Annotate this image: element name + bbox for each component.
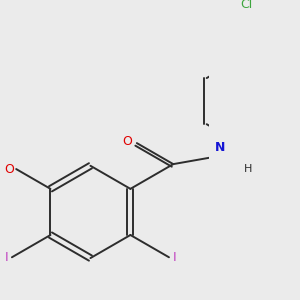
Text: Cl: Cl [241, 0, 253, 11]
Text: O: O [122, 135, 132, 148]
Text: O: O [5, 163, 15, 176]
Text: N: N [215, 141, 226, 154]
Text: H: H [244, 164, 252, 174]
Text: I: I [172, 251, 176, 264]
Text: I: I [5, 251, 9, 264]
